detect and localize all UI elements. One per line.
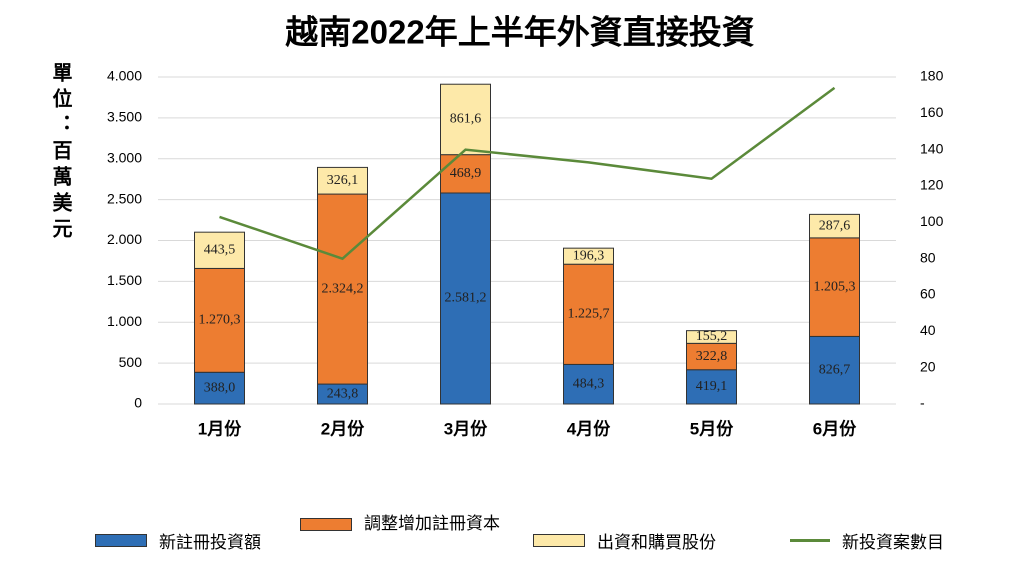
legend-swatch xyxy=(790,539,830,542)
y-tick-label: 4.000 xyxy=(107,68,142,84)
value-label: 443,5 xyxy=(204,243,236,258)
bar-segment xyxy=(317,193,368,385)
y-axis-label: 單位：百萬美元 xyxy=(49,62,71,244)
y2-tick-label: 100 xyxy=(920,213,944,229)
value-label: 826,7 xyxy=(819,362,851,377)
legend-item: 調整增加註冊資本 xyxy=(300,512,504,536)
y-tick-label: 2.500 xyxy=(107,190,142,206)
value-label: 1.270,3 xyxy=(199,313,241,328)
legend-swatch xyxy=(533,534,585,547)
bar-segment xyxy=(563,247,614,265)
y-tick-label: 1.000 xyxy=(107,313,142,329)
value-label: 419,1 xyxy=(696,379,728,394)
y2-tick-label: 160 xyxy=(920,104,944,120)
y2-tick-label: 60 xyxy=(920,286,936,302)
bar-segment xyxy=(686,330,737,344)
chart-title: 越南2022年上半年外資直接投資 xyxy=(285,14,754,51)
y-tick-label: 2.000 xyxy=(107,231,142,247)
value-label: 287,6 xyxy=(819,218,851,233)
value-label: 326,1 xyxy=(327,173,359,188)
y2-tick-label: 120 xyxy=(920,177,944,193)
bar-segment xyxy=(809,213,860,239)
x-tick-label: 6月份 xyxy=(813,418,857,438)
x-tick-label: 4月份 xyxy=(567,418,611,438)
legend-label: 新註冊投資額 xyxy=(159,533,261,552)
y2-tick-label: 40 xyxy=(920,322,936,338)
y2-tick-label: 180 xyxy=(920,68,944,84)
line-series xyxy=(219,86,836,261)
x-tick-label: 2月份 xyxy=(321,418,365,438)
value-label: 388,0 xyxy=(204,380,236,395)
bar-segment xyxy=(194,267,245,373)
x-tick-label: 5月份 xyxy=(690,418,734,438)
x-tick-label: 3月份 xyxy=(444,418,488,438)
value-label: 484,3 xyxy=(573,376,605,391)
legend-label: 調整增加註冊資本 xyxy=(364,514,500,533)
legend-item: 出資和購買股份 xyxy=(533,528,716,553)
value-label: 1.225,7 xyxy=(568,307,610,322)
value-label: 861,6 xyxy=(450,112,482,127)
legend: 新註冊投資額 調整增加註冊資本出資和購買股份 新投資案數目 xyxy=(0,514,1015,570)
legend-label: 新投資案數目 xyxy=(842,533,944,552)
value-label: 2.581,2 xyxy=(445,291,487,306)
bar-segment xyxy=(809,335,860,405)
bar-segment xyxy=(440,154,491,194)
bar-segment xyxy=(317,166,368,195)
legend-item: 新投資案數目 xyxy=(790,528,944,553)
legend-item: 新註冊投資額 xyxy=(95,528,261,553)
y2-tick-label: - xyxy=(920,395,925,411)
y-tick-label: 500 xyxy=(119,354,143,370)
value-label: 1.205,3 xyxy=(814,279,856,294)
y2-tick-label: 20 xyxy=(920,358,936,374)
y2-tick-label: 140 xyxy=(920,140,944,156)
value-label: 322,8 xyxy=(696,349,728,364)
bar-segment xyxy=(440,83,491,156)
y2-tick-label: 80 xyxy=(920,249,936,265)
bar-segment xyxy=(194,231,245,269)
value-label: 196,3 xyxy=(573,248,605,263)
legend-swatch xyxy=(300,517,352,531)
bar-segment xyxy=(809,237,860,337)
y-tick-label: 3.000 xyxy=(107,149,142,165)
legend-swatch xyxy=(95,534,147,547)
y-tick-label: 3.500 xyxy=(107,109,142,125)
y-tick-label: 1.500 xyxy=(107,272,142,288)
bar-segment xyxy=(686,342,737,371)
value-label: 243,8 xyxy=(327,386,359,401)
x-tick-label: 1月份 xyxy=(198,418,242,438)
value-label: 2.324,2 xyxy=(322,281,364,296)
value-label: 468,9 xyxy=(450,166,482,181)
value-label: 155,2 xyxy=(696,329,728,344)
y-tick-label: 0 xyxy=(134,395,142,411)
legend-label: 出資和購買股份 xyxy=(597,533,716,552)
